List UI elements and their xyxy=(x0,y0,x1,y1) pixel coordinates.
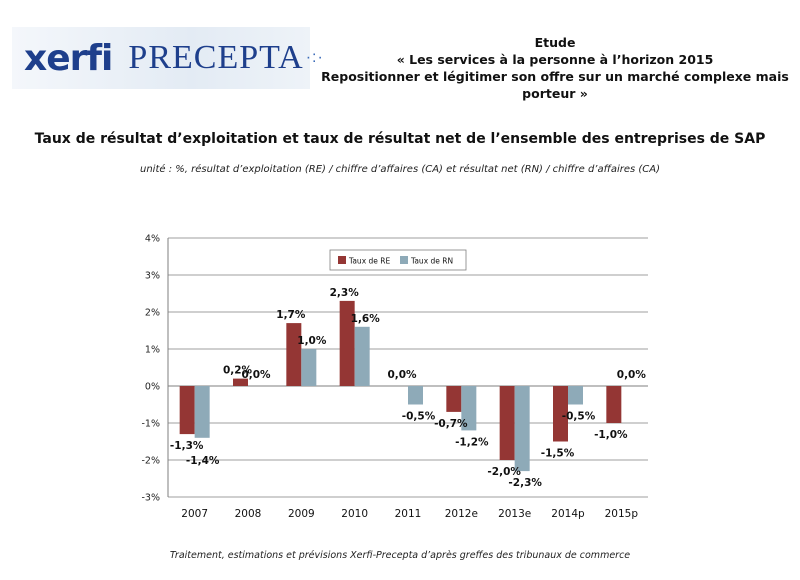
legend-swatch xyxy=(400,256,408,264)
logo-dots-icon: ·:· xyxy=(305,49,324,66)
data-label: 1,6% xyxy=(351,313,381,325)
y-tick-label: 0% xyxy=(145,382,160,393)
data-label: -1,0% xyxy=(594,429,628,441)
data-label: -1,5% xyxy=(541,448,575,460)
study-header: Etude « Les services à la personne à l’h… xyxy=(320,34,790,102)
y-tick-label: 3% xyxy=(145,271,160,282)
bar-re xyxy=(286,323,302,386)
x-tick-label: 2008 xyxy=(235,508,262,520)
data-label: -1,4% xyxy=(186,455,220,467)
y-tick-label: 1% xyxy=(145,345,160,356)
data-label: -0,7% xyxy=(434,418,468,430)
data-label: 0,0% xyxy=(241,369,271,381)
x-tick-label: 2012e xyxy=(445,508,478,520)
bar-rn xyxy=(514,386,530,472)
source-note: Traitement, estimations et prévisions Xe… xyxy=(169,550,631,561)
bar-rn xyxy=(568,386,583,405)
bar-re xyxy=(446,386,462,412)
bar-rn xyxy=(194,386,210,438)
y-tick-label: -3% xyxy=(142,493,161,504)
y-tick-label: 4% xyxy=(145,234,160,245)
bar-rn xyxy=(354,326,370,386)
bar-re xyxy=(179,386,195,435)
data-label: -0,5% xyxy=(402,411,436,423)
legend-box xyxy=(329,249,467,271)
legend-swatch xyxy=(338,256,346,264)
bar-rn xyxy=(408,386,423,405)
bar-rn xyxy=(461,386,477,431)
y-tick-label: 2% xyxy=(145,308,160,319)
data-label: 0,2% xyxy=(223,365,253,377)
bar-re xyxy=(339,300,355,386)
xerfi-precepta-logo: xerfi PRECEPTA ·:· xyxy=(12,27,323,89)
chart-title: Taux de résultat d’exploitation et taux … xyxy=(34,131,766,147)
chart-unit-note: unité : %, résultat d’exploitation (RE) … xyxy=(139,164,661,175)
x-tick-label: 2013e xyxy=(498,508,531,520)
data-label: -2,3% xyxy=(508,477,542,489)
data-label: 2,3% xyxy=(330,287,360,299)
x-tick-label: 2015p xyxy=(605,508,639,520)
logo-precepta-text: PRECEPTA xyxy=(128,39,304,76)
y-tick-label: -2% xyxy=(142,456,161,467)
data-label: 0,0% xyxy=(387,369,417,381)
study-label: Etude xyxy=(534,35,576,50)
logo-xerfi-text: xerfi xyxy=(24,37,113,79)
data-label: 0,0% xyxy=(617,369,647,381)
bar-re xyxy=(606,386,622,423)
data-label: -1,2% xyxy=(455,436,489,448)
study-title: « Les services à la personne à l’horizon… xyxy=(396,52,714,67)
data-label: 1,7% xyxy=(276,309,306,321)
data-label: -2,0% xyxy=(487,466,521,478)
legend-label: Taux de RN xyxy=(410,257,453,266)
x-tick-label: 2014p xyxy=(551,508,585,520)
x-tick-label: 2010 xyxy=(341,508,368,520)
x-tick-label: 2009 xyxy=(288,508,315,520)
bar-rn xyxy=(301,349,317,386)
study-subtitle: Repositionner et légitimer son offre sur… xyxy=(321,69,789,101)
data-label: 1,0% xyxy=(297,335,327,347)
x-tick-label: 2011 xyxy=(395,508,422,520)
legend-label: Taux de RE xyxy=(348,257,390,266)
y-tick-label: -1% xyxy=(142,419,161,430)
bar-re xyxy=(233,378,248,386)
data-label: -0,5% xyxy=(562,411,596,423)
x-tick-label: 2007 xyxy=(181,508,208,520)
data-label: -1,3% xyxy=(170,440,204,452)
bar-re xyxy=(553,386,568,442)
bar-re xyxy=(499,386,515,460)
bar-chart: 4% 3% 2% 1% 0% -1% -2% -3% 2007 -1,3% -1,4% 2008 0,2… xyxy=(142,234,648,520)
